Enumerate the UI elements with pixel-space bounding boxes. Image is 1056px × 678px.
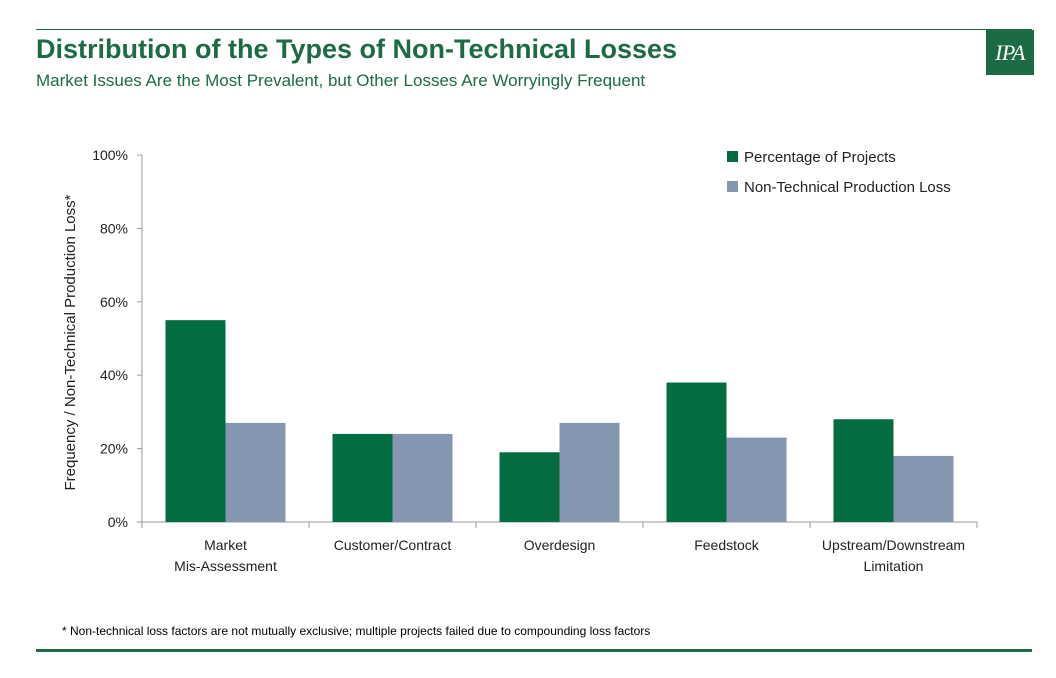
bar-production-loss [559, 422, 620, 522]
bar-percentage-of-projects [332, 433, 393, 522]
bar-production-loss [893, 455, 954, 522]
bar-production-loss [392, 433, 453, 522]
x-tick-label: Market [204, 537, 247, 553]
footer-rule [36, 649, 1032, 652]
header-rule [36, 29, 1032, 30]
x-tick-label: Mis-Assessment [174, 558, 277, 574]
bar-percentage-of-projects [165, 320, 226, 522]
legend-label: Percentage of Projects [744, 149, 896, 166]
bar-percentage-of-projects [666, 382, 727, 522]
legend-label: Non-Technical Production Loss [744, 179, 951, 196]
y-tick-label: 20% [100, 441, 128, 457]
x-tick-label: Feedstock [694, 537, 760, 553]
legend-swatch [727, 181, 738, 192]
y-tick-label: 80% [100, 220, 128, 236]
x-tick-label: Upstream/Downstream [822, 537, 965, 553]
x-tick-label: Overdesign [524, 537, 596, 553]
y-tick-label: 40% [100, 367, 128, 383]
footnote: * Non-technical loss factors are not mut… [62, 624, 651, 638]
y-tick-label: 0% [108, 514, 128, 530]
bar-production-loss [726, 437, 787, 522]
page-title: Distribution of the Types of Non-Technic… [36, 34, 678, 64]
x-tick-label: Customer/Contract [334, 537, 452, 553]
x-tick-label: Limitation [864, 558, 924, 574]
bar-percentage-of-projects [499, 452, 560, 522]
y-axis-title: Frequency / Non-Technical Production Los… [62, 194, 79, 490]
legend-swatch [727, 151, 738, 162]
page-subtitle: Market Issues Are the Most Prevalent, bu… [36, 71, 646, 90]
y-tick-label: 100% [92, 147, 128, 163]
bar-percentage-of-projects [833, 419, 894, 522]
y-tick-label: 60% [100, 294, 128, 310]
ipa-logo: IPA [986, 30, 1034, 75]
bar-production-loss [225, 422, 286, 522]
